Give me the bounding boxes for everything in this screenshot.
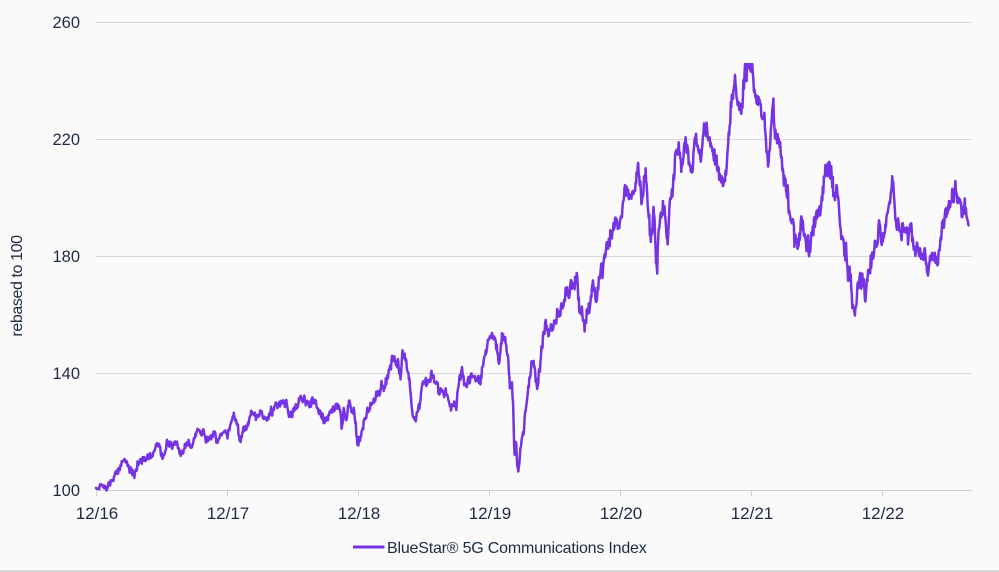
svg-text:12/18: 12/18	[338, 504, 381, 523]
svg-text:140: 140	[52, 365, 80, 383]
svg-text:12/16: 12/16	[76, 504, 119, 523]
svg-text:12/19: 12/19	[469, 504, 512, 523]
svg-text:100: 100	[52, 482, 80, 500]
svg-text:180: 180	[52, 248, 80, 266]
svg-text:rebased to 100: rebased to 100	[9, 235, 26, 337]
svg-text:12/17: 12/17	[207, 504, 250, 523]
svg-text:220: 220	[52, 131, 80, 149]
svg-text:260: 260	[52, 14, 80, 32]
svg-text:12/21: 12/21	[731, 504, 774, 523]
svg-text:12/22: 12/22	[862, 504, 905, 523]
svg-text:12/20: 12/20	[600, 504, 643, 523]
svg-text:BlueStar® 5G Communications In: BlueStar® 5G Communications Index	[387, 540, 647, 557]
